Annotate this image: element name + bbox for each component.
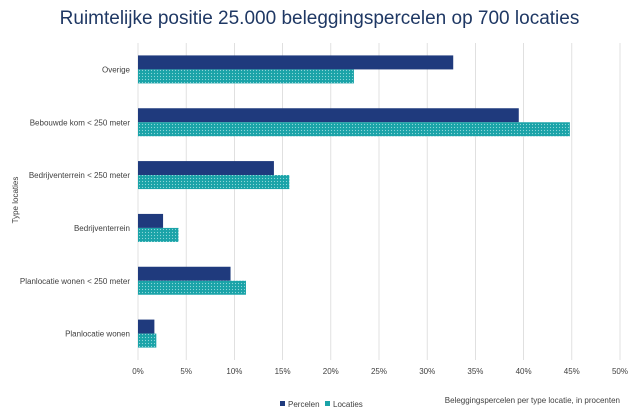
legend: Percelen Locaties [280,400,363,409]
bar-locaties [138,227,179,242]
bar-locaties [138,175,290,190]
x-tick-label: 15% [275,367,291,376]
x-tick-label: 0% [132,367,144,376]
legend-swatch-percelen [280,401,285,406]
x-tick-label: 10% [226,367,242,376]
category-label: Planlocatie wonen < 250 meter [20,277,130,286]
x-tick-label: 45% [564,367,580,376]
category-label: Bebouwde kom < 250 meter [30,118,131,127]
category-label: Planlocatie wonen [65,330,130,339]
bar-locaties [138,122,570,137]
bar-percelen [138,108,519,123]
gridlines [137,43,621,360]
bar-locaties [138,333,157,348]
x-tick-label: 20% [323,367,339,376]
x-tick-label: 5% [180,367,192,376]
chart-title: Ruimtelijke positie 25.000 beleggingsper… [59,8,580,29]
x-tick-label: 25% [371,367,387,376]
category-label: Bedrijventerrein < 250 meter [29,171,131,180]
bar-percelen [138,161,274,176]
bar-percelen [138,213,164,228]
category-label: Overige [102,65,131,74]
bar-locaties [138,69,354,84]
bar-percelen [138,266,231,281]
y-axis-title: Type locaties [11,177,20,224]
x-axis-title: Beleggingspercelen per type locatie, in … [445,396,620,405]
bar-percelen [138,319,155,334]
bar-locaties [138,280,246,295]
x-tick-label: 35% [467,367,483,376]
legend-swatch-locaties [325,401,330,406]
x-tick-label: 30% [419,367,435,376]
bars [138,55,570,348]
category-labels: Overige Bebouwde kom < 250 meter Bedrijven… [20,65,131,338]
x-tick-label: 50% [612,367,628,376]
x-tick-label: 40% [516,367,532,376]
legend-label-percelen: Percelen [288,400,320,409]
x-axis-ticks: 0% 5% 10% 15% 20% 25% 30% 35% 40% 45% 50% [132,367,628,376]
bar-percelen [138,55,454,70]
category-label: Bedrijventerrein [74,224,130,233]
legend-label-locaties: Locaties [333,400,363,409]
